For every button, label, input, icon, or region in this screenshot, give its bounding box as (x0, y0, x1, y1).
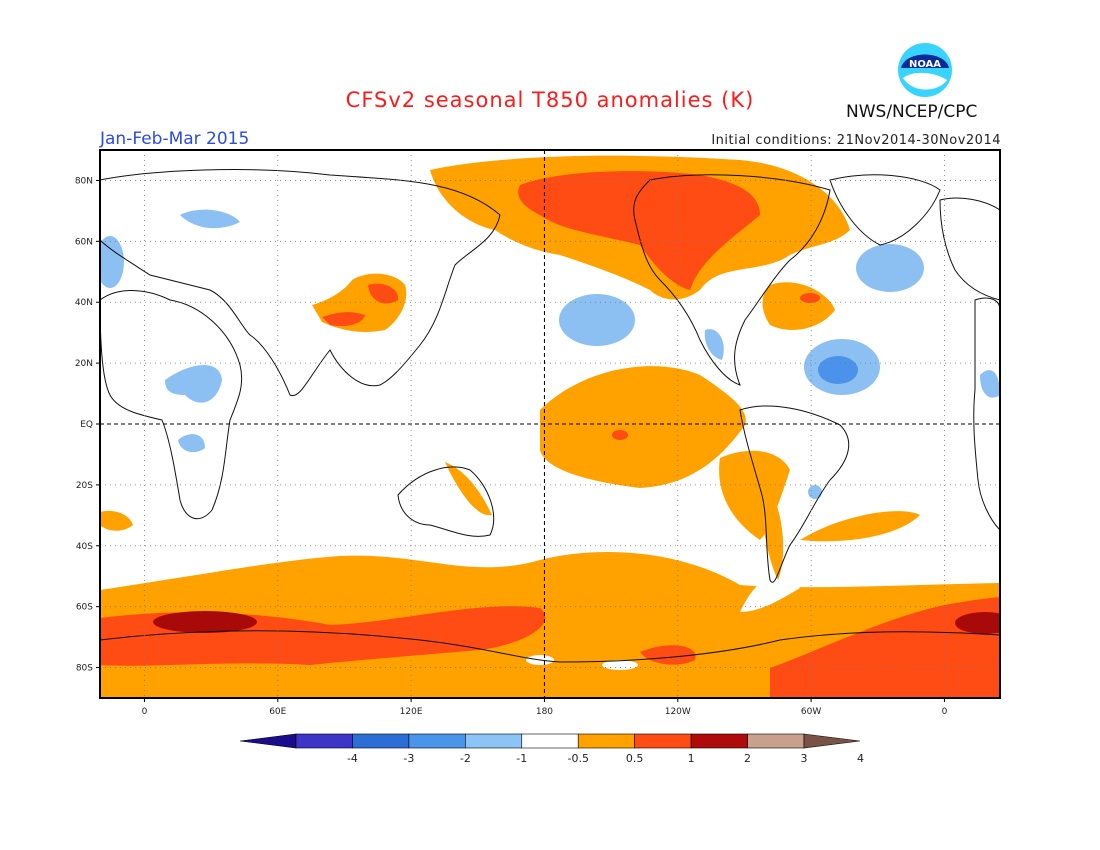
colorbar-swatch (690, 733, 748, 749)
lon-tick-label: 0 (142, 707, 148, 717)
axis-ticks: 80N 60N 40N 20N EQ 20S 40S 60S 80S 0 60E 120E 180 120… (75, 176, 948, 717)
south-america-warm (760, 480, 784, 580)
coastline-south-america (739, 405, 850, 583)
coastline-africa-east (973, 297, 1000, 531)
colorbar-swatch (577, 733, 635, 749)
central-america-cool (704, 329, 724, 360)
south-pacific-warm (640, 645, 696, 665)
lon-tick-label: 120E (400, 707, 423, 717)
reference-lines (100, 150, 1000, 698)
colorbar-swatch (352, 733, 410, 749)
colorbar-swatch (465, 733, 523, 749)
colorbar-label: 3 (801, 752, 808, 765)
colorbar-max-arrow (803, 733, 861, 749)
colorbar-label: 0.5 (626, 752, 644, 765)
noaa-logo-text: NOAA (909, 59, 941, 70)
colorbar-min-arrow (239, 733, 297, 749)
lon-tick-label: 180 (536, 707, 553, 717)
coastline-eurasia (100, 169, 501, 397)
south-indian-strong-warm (153, 611, 257, 633)
subtropical-atlantic-cool-core (818, 356, 858, 384)
lat-tick-label: 60N (75, 237, 93, 247)
southern-warm-core-east (770, 597, 1000, 698)
colorbar-label: -1 (516, 752, 527, 765)
colorbar-swatch (747, 733, 805, 749)
colorbar-swatch (521, 733, 579, 749)
colorbar-swatch (634, 733, 692, 749)
south-atlantic-strong-warm (955, 612, 1000, 634)
colorbar-swatch (408, 733, 466, 749)
north-pacific-cool (559, 294, 635, 346)
lat-tick-label: 20N (75, 359, 93, 369)
europe-cool (100, 236, 124, 288)
colorbar-swatch (295, 733, 353, 749)
lat-tick-label: 40S (76, 542, 93, 552)
colorbar-label: -0.5 (567, 752, 588, 765)
lon-tick-label: 0 (942, 707, 948, 717)
lat-tick-label: 40N (75, 298, 93, 308)
coastline-europe-east (939, 197, 1000, 301)
lat-tick-label: 80N (75, 176, 93, 186)
colorbar-label: 2 (744, 752, 751, 765)
west-africa-warm (100, 510, 133, 531)
lon-tick-label: 60E (269, 707, 286, 717)
lon-tick-label: 120W (665, 707, 691, 717)
agency-label: NWS/NCEP/CPC (846, 102, 978, 122)
colorbar-label: -2 (460, 752, 471, 765)
colorbar-label: -3 (403, 752, 414, 765)
coastline-australia (397, 466, 495, 537)
australia-warm (445, 462, 492, 516)
initial-conditions-label: Initial conditions: 21Nov2014-30Nov2014 (711, 133, 1001, 148)
lon-tick-label: 60W (801, 707, 821, 717)
map-title: CFSv2 seasonal T850 anomalies (K) (345, 88, 755, 112)
atlantic-cool (856, 244, 924, 292)
colorbar-label: 1 (688, 752, 695, 765)
south-atlantic-warm (800, 511, 920, 542)
season-label: Jan-Feb-Mar 2015 (100, 129, 250, 149)
lat-tick-label: 60S (76, 603, 93, 613)
colorbar-label: -4 (347, 752, 358, 765)
caribbean-cool (980, 370, 1000, 398)
arctic-europe-cool (180, 209, 240, 229)
coastline-antarctica (100, 630, 1000, 663)
lat-tick-label: EQ (80, 420, 93, 430)
africa-cool (165, 364, 222, 403)
colorbar-label: 4 (857, 752, 864, 765)
coastline-greenland (829, 174, 941, 246)
coastline-north-america (633, 174, 831, 386)
coastline-africa (100, 290, 243, 520)
arctic-warm-core (518, 171, 760, 290)
coastline-layer (100, 169, 1000, 663)
colorbar: -4 -3 -2 -1 -0.5 0.5 1 2 3 4 (239, 733, 864, 765)
tropical-pacific-warm (540, 366, 746, 488)
lat-tick-label: 80S (76, 664, 93, 674)
noaa-logo: NOAA (898, 43, 952, 97)
north-atlantic-warm (762, 282, 835, 330)
graticule (100, 150, 1000, 698)
lat-tick-label: 20S (76, 481, 93, 491)
